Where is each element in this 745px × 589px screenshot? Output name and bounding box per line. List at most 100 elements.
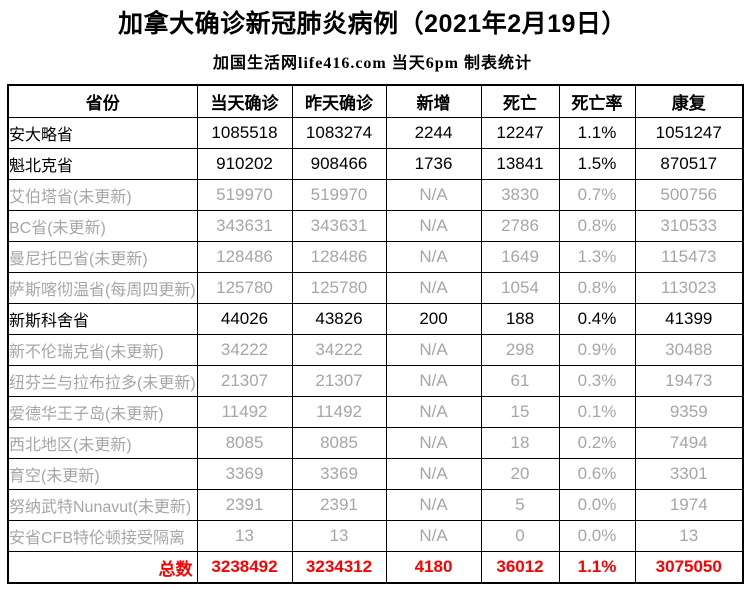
cell-today-confirmed: 125780 bbox=[196, 272, 293, 304]
cell-today-confirmed: 1085518 bbox=[196, 117, 293, 149]
table-row: 努纳武特Nunavut(未更新) 2391 2391 N/A 5 0.0% 1974 bbox=[7, 489, 744, 521]
cell-yesterday-confirmed: 2391 bbox=[291, 489, 387, 521]
cell-deaths: 1054 bbox=[480, 272, 560, 304]
cell-death-rate: 1.5% bbox=[558, 148, 636, 180]
cell-yesterday-confirmed: 3369 bbox=[291, 458, 387, 490]
cell-province: 安省CFB特伦顿接受隔离 bbox=[7, 520, 198, 552]
cell-new-cases: N/A bbox=[385, 241, 482, 273]
cell-recovered: 310533 bbox=[634, 210, 744, 242]
cell-deaths: 3830 bbox=[480, 179, 560, 211]
total-yesterday-confirmed: 3234312 bbox=[291, 551, 387, 584]
cell-death-rate: 0.2% bbox=[558, 427, 636, 459]
cell-recovered: 41399 bbox=[634, 303, 744, 335]
cell-today-confirmed: 13 bbox=[196, 520, 293, 552]
total-label: 总数 bbox=[7, 551, 198, 584]
cell-today-confirmed: 21307 bbox=[196, 365, 293, 397]
cell-recovered: 9359 bbox=[634, 396, 744, 428]
cell-death-rate: 0.0% bbox=[558, 489, 636, 521]
total-death-rate: 1.1% bbox=[558, 551, 636, 584]
cell-deaths: 0 bbox=[480, 520, 560, 552]
cell-province: 纽芬兰与拉布拉多(未更新) bbox=[7, 365, 198, 397]
header-cell-today-confirmed: 当天确诊 bbox=[196, 84, 293, 118]
cell-today-confirmed: 34222 bbox=[196, 334, 293, 366]
cell-yesterday-confirmed: 43826 bbox=[291, 303, 387, 335]
header-cell-province: 省份 bbox=[7, 84, 198, 118]
cell-new-cases: 2244 bbox=[385, 117, 482, 149]
total-today-confirmed: 3238492 bbox=[196, 551, 293, 584]
cell-recovered: 7494 bbox=[634, 427, 744, 459]
cell-recovered: 870517 bbox=[634, 148, 744, 180]
cell-deaths: 2786 bbox=[480, 210, 560, 242]
header-cell-yesterday-confirmed: 昨天确诊 bbox=[291, 84, 387, 118]
cell-death-rate: 1.1% bbox=[558, 117, 636, 149]
cell-province: 西北地区(未更新) bbox=[7, 427, 198, 459]
cell-new-cases: N/A bbox=[385, 365, 482, 397]
covid-report-page: 加拿大确诊新冠肺炎病例（2021年2月19日） 加国生活网life416.com… bbox=[0, 4, 745, 584]
cell-yesterday-confirmed: 21307 bbox=[291, 365, 387, 397]
cell-new-cases: 1736 bbox=[385, 148, 482, 180]
cell-today-confirmed: 128486 bbox=[196, 241, 293, 273]
table-header-row: 省份 当天确诊 昨天确诊 新增 死亡 死亡率 康复 bbox=[7, 84, 744, 118]
table-row: 爱德华王子岛(未更新) 11492 11492 N/A 15 0.1% 9359 bbox=[7, 396, 744, 428]
table-row: 西北地区(未更新) 8085 8085 N/A 18 0.2% 7494 bbox=[7, 427, 744, 459]
total-deaths: 36012 bbox=[480, 551, 560, 584]
cell-today-confirmed: 8085 bbox=[196, 427, 293, 459]
header-cell-recovered: 康复 bbox=[634, 84, 744, 118]
cell-new-cases: N/A bbox=[385, 210, 482, 242]
table-row: 魁北克省 910202 908466 1736 13841 1.5% 870517 bbox=[7, 148, 744, 180]
cell-yesterday-confirmed: 1083274 bbox=[291, 117, 387, 149]
cell-death-rate: 1.3% bbox=[558, 241, 636, 273]
cell-new-cases: N/A bbox=[385, 179, 482, 211]
cell-new-cases: N/A bbox=[385, 396, 482, 428]
cell-new-cases: N/A bbox=[385, 272, 482, 304]
table-row: 新斯科舍省 44026 43826 200 188 0.4% 41399 bbox=[7, 303, 744, 335]
cell-province: 新斯科舍省 bbox=[7, 303, 198, 335]
cell-recovered: 1974 bbox=[634, 489, 744, 521]
cell-new-cases: N/A bbox=[385, 458, 482, 490]
cell-recovered: 30488 bbox=[634, 334, 744, 366]
cell-yesterday-confirmed: 908466 bbox=[291, 148, 387, 180]
cell-yesterday-confirmed: 11492 bbox=[291, 396, 387, 428]
cell-death-rate: 0.4% bbox=[558, 303, 636, 335]
cell-today-confirmed: 343631 bbox=[196, 210, 293, 242]
table-row: 曼尼托巴省(未更新) 128486 128486 N/A 1649 1.3% 115473 bbox=[7, 241, 744, 273]
cell-new-cases: 200 bbox=[385, 303, 482, 335]
cell-death-rate: 0.8% bbox=[558, 210, 636, 242]
cell-death-rate: 0.8% bbox=[558, 272, 636, 304]
table-row: 安省CFB特伦顿接受隔离 13 13 N/A 0 0.0% 13 bbox=[7, 520, 744, 552]
page-title: 加拿大确诊新冠肺炎病例（2021年2月19日） bbox=[118, 10, 627, 38]
table-row: 萨斯喀彻温省(每周四更新) 125780 125780 N/A 1054 0.8% 1130… bbox=[7, 272, 744, 304]
table-row: 新不伦瑞克省(未更新) 34222 34222 N/A 298 0.9% 30488 bbox=[7, 334, 744, 366]
cell-death-rate: 0.9% bbox=[558, 334, 636, 366]
cell-deaths: 61 bbox=[480, 365, 560, 397]
cell-province: 育空(未更新) bbox=[7, 458, 198, 490]
cell-death-rate: 0.6% bbox=[558, 458, 636, 490]
cell-recovered: 13 bbox=[634, 520, 744, 552]
cell-recovered: 3301 bbox=[634, 458, 744, 490]
total-new-cases: 4180 bbox=[385, 551, 482, 584]
cell-deaths: 15 bbox=[480, 396, 560, 428]
cell-yesterday-confirmed: 128486 bbox=[291, 241, 387, 273]
cell-province: 爱德华王子岛(未更新) bbox=[7, 396, 198, 428]
cell-new-cases: N/A bbox=[385, 489, 482, 521]
total-recovered: 3075050 bbox=[634, 551, 744, 584]
cell-death-rate: 0.0% bbox=[558, 520, 636, 552]
cell-new-cases: N/A bbox=[385, 427, 482, 459]
page-subtitle: 加国生活网life416.com 当天6pm 制表统计 bbox=[213, 55, 532, 72]
cell-today-confirmed: 2391 bbox=[196, 489, 293, 521]
cell-recovered: 19473 bbox=[634, 365, 744, 397]
table-row: 艾伯塔省(未更新) 519970 519970 N/A 3830 0.7% 500756 bbox=[7, 179, 744, 211]
table-row: 安大略省 1085518 1083274 2244 12247 1.1% 1051247 bbox=[7, 117, 744, 149]
cell-recovered: 113023 bbox=[634, 272, 744, 304]
cell-new-cases: N/A bbox=[385, 520, 482, 552]
cell-province: BC省(未更新) bbox=[7, 210, 198, 242]
cell-death-rate: 0.1% bbox=[558, 396, 636, 428]
cell-today-confirmed: 910202 bbox=[196, 148, 293, 180]
cell-yesterday-confirmed: 519970 bbox=[291, 179, 387, 211]
header-cell-deaths: 死亡 bbox=[480, 84, 560, 118]
cell-deaths: 188 bbox=[480, 303, 560, 335]
cell-today-confirmed: 3369 bbox=[196, 458, 293, 490]
table-row: 纽芬兰与拉布拉多(未更新) 21307 21307 N/A 61 0.3% 19473 bbox=[7, 365, 744, 397]
table-row: 育空(未更新) 3369 3369 N/A 20 0.6% 3301 bbox=[7, 458, 744, 490]
cell-deaths: 13841 bbox=[480, 148, 560, 180]
